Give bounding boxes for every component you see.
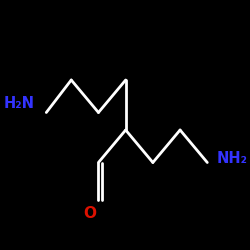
Text: NH₂: NH₂ — [216, 151, 247, 166]
Text: O: O — [83, 206, 96, 221]
Text: H₂N: H₂N — [4, 96, 35, 111]
